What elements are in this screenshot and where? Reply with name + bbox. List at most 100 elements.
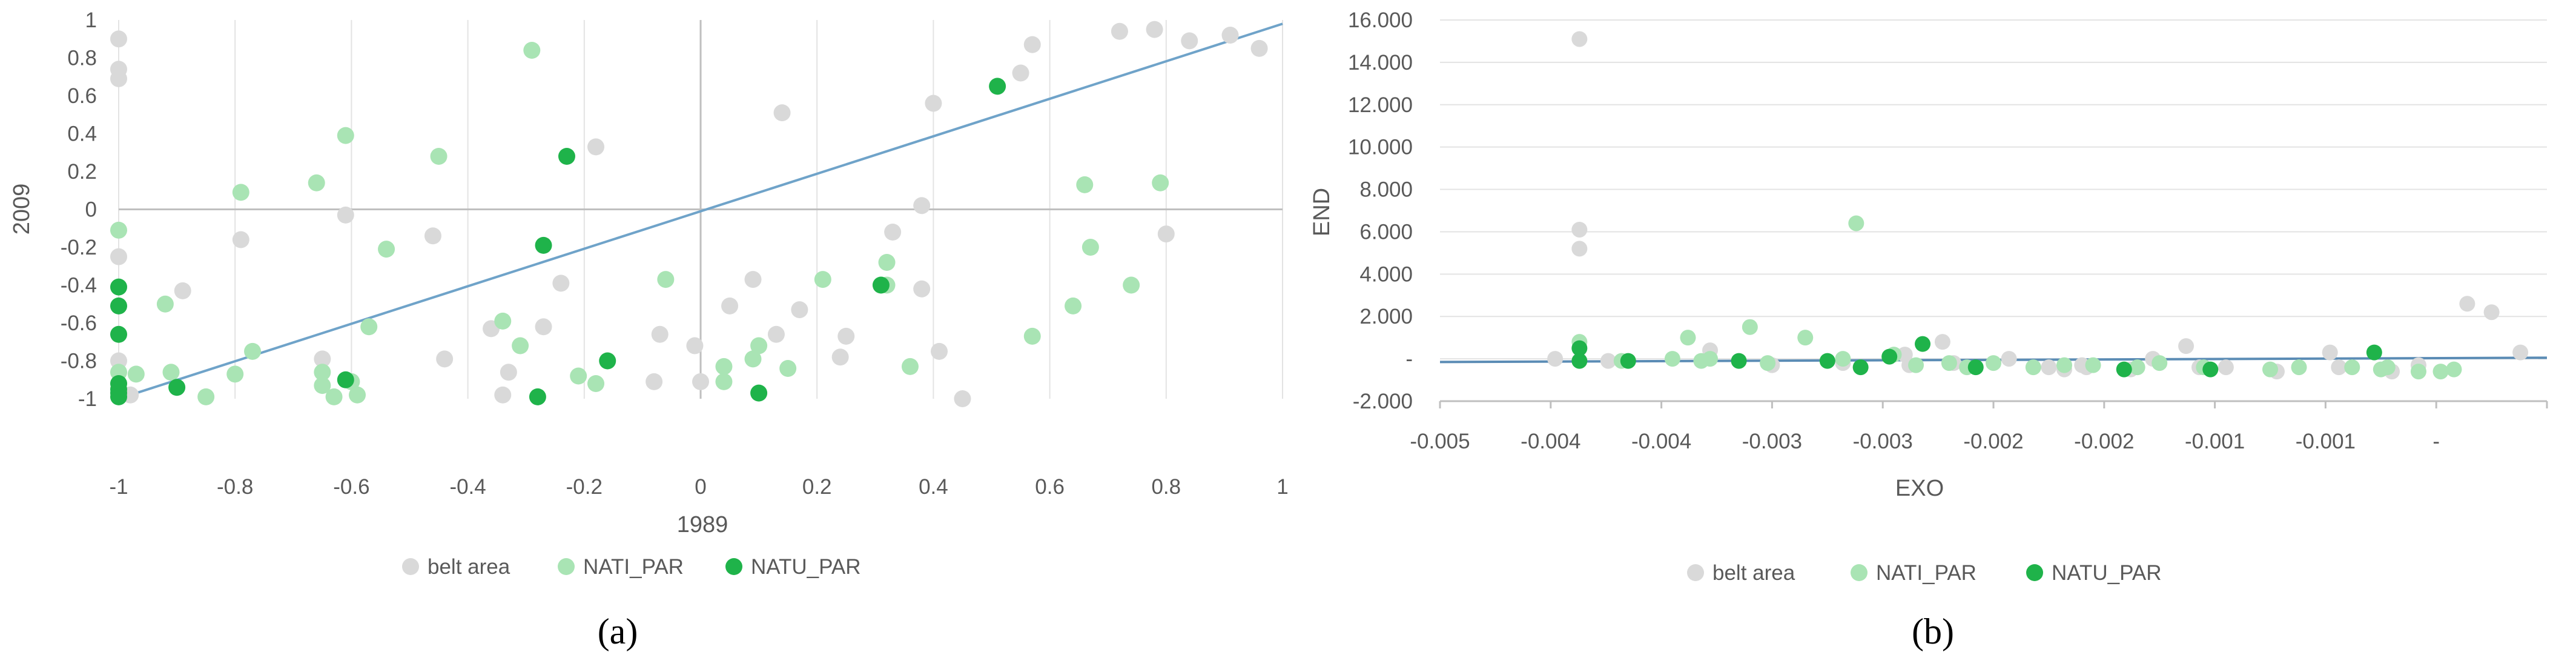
chart-a-point-natu-par-15 bbox=[989, 78, 1006, 95]
chart-a-points bbox=[110, 21, 1268, 407]
chart-a-y-tick-label-2: 0.6 bbox=[67, 84, 97, 108]
chart-a-point-belt-area-32 bbox=[954, 390, 971, 407]
chart-a-point-nati-par-27 bbox=[744, 350, 762, 368]
chart-a-point-belt-area-29 bbox=[913, 280, 931, 298]
chart-a-point-belt-area-38 bbox=[1221, 27, 1239, 44]
chart-a-point-nati-par-8 bbox=[244, 342, 262, 360]
chart-b-point-natu-par-5 bbox=[1852, 359, 1869, 376]
chart-a-x-tick-label-10: 1 bbox=[1276, 475, 1288, 499]
chart-a: -1 -0.8 -0.6 -0.4 -0.2 0 0.2 0.4 0.6 0.8 1 1 0.8 0.6… bbox=[9, 8, 1289, 651]
chart-a-point-natu-par-2 bbox=[110, 325, 127, 343]
chart-a-point-nati-par-0 bbox=[110, 221, 127, 239]
chart-b-legend-label-0: belt area bbox=[1712, 561, 1795, 585]
chart-b-y-tick-label-5: 6.000 bbox=[1359, 220, 1413, 244]
chart-b-y-tick-labels: 16.000 14.000 12.000 10.000 8.000 6.000 4.000 2… bbox=[1348, 8, 1413, 413]
chart-a-y-tick-label-5: 0 bbox=[85, 198, 97, 222]
chart-a-y-tick-label-0: 1 bbox=[85, 8, 97, 32]
chart-a-point-nati-par-35 bbox=[1065, 297, 1082, 315]
chart-a-point-nati-par-22 bbox=[570, 367, 587, 385]
chart-a-point-belt-area-8 bbox=[424, 227, 441, 245]
chart-a-point-nati-par-12 bbox=[325, 388, 343, 405]
chart-a-point-natu-par-7 bbox=[168, 379, 186, 396]
chart-a-point-natu-par-8 bbox=[337, 371, 354, 388]
chart-b-point-belt-area-26 bbox=[2512, 344, 2529, 361]
chart-b-point-nati-par-17 bbox=[2152, 355, 2168, 371]
chart-b-point-natu-par-7 bbox=[1915, 336, 1931, 352]
chart-a-point-belt-area-18 bbox=[686, 337, 704, 354]
chart-a-point-natu-par-9 bbox=[558, 148, 575, 165]
chart-a-point-belt-area-12 bbox=[500, 364, 517, 381]
chart-a-point-belt-area-16 bbox=[651, 325, 669, 343]
chart-a-point-nati-par-33 bbox=[901, 358, 919, 375]
chart-a-panel-label: (a) bbox=[598, 611, 638, 651]
chart-a-x-tick-label-9: 0.8 bbox=[1151, 475, 1181, 499]
chart-a-point-nati-par-21 bbox=[523, 42, 541, 59]
chart-b-x-tick-label-0: -0.005 bbox=[1410, 430, 1470, 453]
chart-a-point-nati-par-3 bbox=[156, 295, 174, 313]
chart-a-axes bbox=[119, 20, 1283, 399]
chart-a-point-belt-area-34 bbox=[1023, 36, 1041, 53]
chart-b-point-natu-par-6 bbox=[1881, 348, 1898, 365]
chart-b-point-belt-area-24 bbox=[2459, 296, 2475, 312]
chart-a-point-nati-par-29 bbox=[779, 360, 797, 377]
chart-a-point-belt-area-23 bbox=[773, 104, 791, 122]
chart-a-point-nati-par-7 bbox=[232, 184, 249, 201]
chart-a-point-nati-par-34 bbox=[1023, 327, 1041, 345]
chart-a-y-tick-label-6: -0.2 bbox=[61, 236, 97, 259]
chart-b-x-tick-label-6: -0.002 bbox=[2074, 430, 2134, 453]
chart-b-point-nati-par-8 bbox=[1835, 351, 1851, 367]
chart-a-y-tick-label-3: 0.4 bbox=[67, 122, 97, 146]
chart-a-point-nati-par-19 bbox=[494, 312, 512, 330]
chart-b-point-belt-area-11 bbox=[2041, 359, 2057, 376]
chart-a-point-nati-par-9 bbox=[308, 174, 325, 191]
chart-b-point-belt-area-10 bbox=[2001, 351, 2017, 367]
chart-b-point-belt-area-20 bbox=[2322, 344, 2338, 361]
chart-b-point-nati-par-25 bbox=[2432, 364, 2449, 380]
chart-a-point-natu-par-0 bbox=[110, 278, 127, 296]
chart-a-point-nati-par-15 bbox=[349, 386, 366, 404]
chart-b-x-tick-label-9: - bbox=[2432, 430, 2440, 453]
chart-a-point-belt-area-14 bbox=[552, 275, 570, 292]
chart-b-x-axis-title: EXO bbox=[1895, 476, 1944, 501]
chart-a-point-nati-par-30 bbox=[814, 271, 831, 288]
chart-b-point-nati-par-7 bbox=[1797, 330, 1814, 346]
chart-a-point-nati-par-20 bbox=[512, 337, 529, 354]
chart-a-point-nati-par-13 bbox=[337, 127, 354, 144]
chart-a-legend-marker-0 bbox=[402, 558, 419, 575]
chart-b-point-nati-par-27 bbox=[1693, 353, 1709, 369]
chart-a-point-belt-area-37 bbox=[1181, 32, 1198, 50]
chart-a-point-belt-area-40 bbox=[1157, 225, 1175, 243]
chart-a-point-belt-area-4 bbox=[174, 282, 191, 299]
chart-b-x-tick-label-7: -0.001 bbox=[2185, 430, 2245, 453]
chart-a-point-belt-area-3 bbox=[110, 248, 127, 265]
chart-b-point-natu-par-11 bbox=[2366, 344, 2382, 361]
chart-a-y-tick-labels: 1 0.8 0.6 0.4 0.2 0 -0.2 -0.4 -0.6 -0.8 -1 bbox=[61, 8, 97, 411]
chart-a-point-belt-area-35 bbox=[1111, 22, 1128, 40]
chart-a-point-nati-par-31 bbox=[878, 254, 896, 271]
chart-a-point-nati-par-6 bbox=[226, 365, 244, 383]
chart-b-point-nati-par-20 bbox=[2291, 359, 2307, 376]
chart-a-legend: belt area NATI_PAR NATU_PAR bbox=[402, 555, 861, 579]
chart-a-point-natu-par-11 bbox=[529, 388, 546, 405]
chart-a-y-tick-label-8: -0.6 bbox=[61, 311, 97, 335]
chart-a-point-nati-par-39 bbox=[1152, 174, 1169, 191]
chart-b-point-nati-par-2 bbox=[1664, 351, 1680, 367]
chart-b-point-nati-par-5 bbox=[1742, 319, 1758, 335]
chart-b-point-nati-par-14 bbox=[2056, 357, 2072, 373]
chart-b-point-belt-area-27 bbox=[1547, 351, 1564, 367]
chart-a-trendline bbox=[118, 22, 1283, 400]
chart-a-point-nati-par-5 bbox=[197, 388, 215, 405]
chart-b-legend-label-2: NATU_PAR bbox=[2052, 561, 2162, 585]
chart-a-x-tick-label-6: 0.2 bbox=[802, 475, 832, 499]
chart-b-gridlines bbox=[1440, 19, 2547, 402]
chart-a-point-belt-area-19 bbox=[692, 373, 709, 390]
chart-b-point-nati-par-3 bbox=[1680, 330, 1696, 346]
chart-a-point-belt-area-20 bbox=[721, 297, 739, 315]
chart-b-point-belt-area-16 bbox=[2178, 338, 2195, 354]
chart-b-point-natu-par-0 bbox=[1571, 340, 1588, 356]
chart-b-legend-label-1: NATI_PAR bbox=[1876, 561, 1977, 585]
chart-b-point-natu-par-9 bbox=[2116, 361, 2132, 378]
chart-b-point-nati-par-19 bbox=[2262, 361, 2278, 378]
chart-a-point-nati-par-17 bbox=[378, 241, 395, 258]
chart-b-legend-marker-0 bbox=[1687, 564, 1704, 581]
